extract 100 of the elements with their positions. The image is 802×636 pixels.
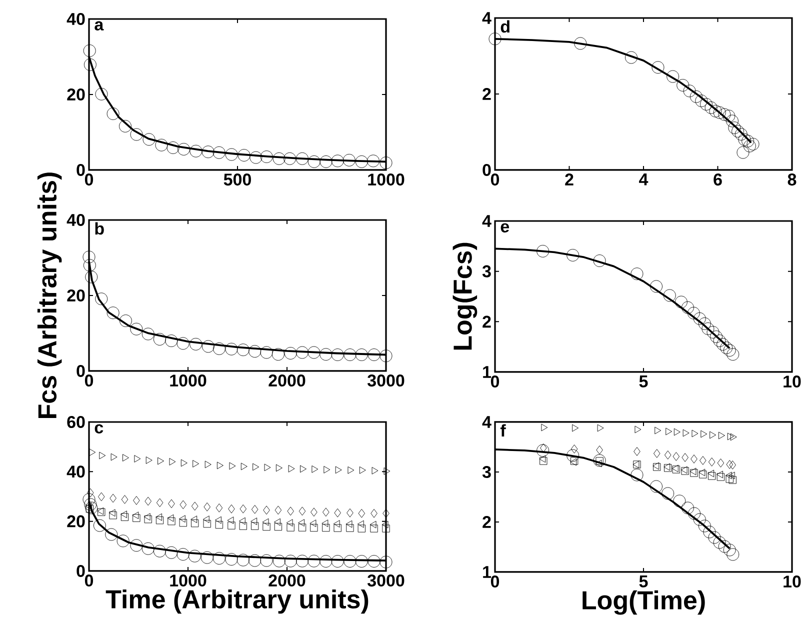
point [728, 476, 736, 484]
point [536, 244, 550, 258]
annotation: e [500, 223, 510, 233]
point [710, 431, 716, 439]
annotation: c [94, 424, 104, 434]
point [225, 553, 238, 566]
annotation: a [94, 21, 104, 31]
point [168, 517, 176, 526]
point [310, 520, 316, 527]
y-tick-label: 1 [483, 366, 492, 378]
point [320, 155, 332, 168]
point [596, 446, 603, 454]
point [262, 518, 269, 526]
point [718, 540, 731, 553]
point [368, 555, 380, 568]
point [260, 346, 273, 359]
point [286, 524, 294, 532]
point [663, 289, 676, 302]
point [382, 524, 390, 532]
x-tick-label: 2000 [268, 574, 306, 587]
point [110, 453, 118, 461]
point [130, 539, 143, 552]
point [130, 128, 143, 141]
point [191, 519, 199, 528]
point [236, 344, 250, 356]
point [248, 554, 262, 567]
point [260, 150, 273, 163]
point [716, 470, 723, 478]
y-tick-label: 40 [66, 214, 85, 226]
point [203, 520, 211, 528]
point [156, 516, 164, 524]
point [228, 504, 235, 514]
point [710, 330, 722, 343]
point [382, 520, 388, 528]
point [284, 152, 296, 165]
point [120, 510, 127, 518]
point [726, 114, 738, 128]
point [202, 340, 214, 353]
point [298, 524, 306, 532]
point [322, 520, 328, 527]
point [726, 475, 734, 483]
point [216, 462, 224, 470]
point [120, 314, 132, 328]
point [229, 462, 236, 470]
point [536, 444, 550, 457]
point [227, 516, 234, 524]
point [190, 338, 202, 350]
x-tick-label: 1000 [368, 174, 404, 186]
point [82, 250, 96, 264]
y-tick-label: 0 [76, 564, 85, 578]
point [132, 512, 139, 520]
point [726, 460, 734, 469]
point [180, 459, 188, 467]
point [252, 463, 260, 471]
x-tick-label: 5 [639, 376, 648, 388]
point [728, 122, 741, 134]
point [133, 496, 140, 505]
point [708, 470, 714, 478]
point [346, 520, 352, 528]
y-tick-label: 2 [482, 88, 491, 100]
point [700, 456, 706, 465]
point [240, 462, 248, 470]
point [287, 506, 294, 516]
point [239, 522, 247, 530]
x-tick-label: 10 [784, 376, 801, 388]
point [370, 508, 378, 518]
point [630, 268, 644, 280]
point [653, 449, 660, 458]
point [355, 348, 368, 361]
point [541, 424, 548, 432]
y-tick-label: 60 [67, 416, 85, 428]
point [169, 458, 176, 466]
x-tick-label: 10 [784, 576, 801, 588]
point [664, 450, 672, 460]
point [348, 466, 354, 474]
point [144, 516, 152, 524]
point [165, 334, 178, 348]
point [142, 328, 154, 340]
point [248, 345, 262, 358]
point [372, 466, 378, 474]
point [674, 428, 680, 436]
point [250, 518, 258, 526]
point [274, 518, 280, 526]
point [540, 457, 548, 465]
point [225, 342, 238, 356]
point [334, 524, 342, 532]
point [682, 502, 694, 514]
point [300, 465, 306, 473]
point [358, 508, 366, 518]
point [95, 88, 108, 100]
y-tick-label: 20 [67, 515, 85, 528]
point [153, 333, 166, 346]
point [654, 426, 662, 434]
point [738, 133, 751, 146]
point [238, 517, 246, 525]
point [743, 140, 756, 152]
point [296, 152, 308, 165]
point [296, 554, 308, 568]
point [108, 509, 116, 517]
point [666, 428, 672, 436]
